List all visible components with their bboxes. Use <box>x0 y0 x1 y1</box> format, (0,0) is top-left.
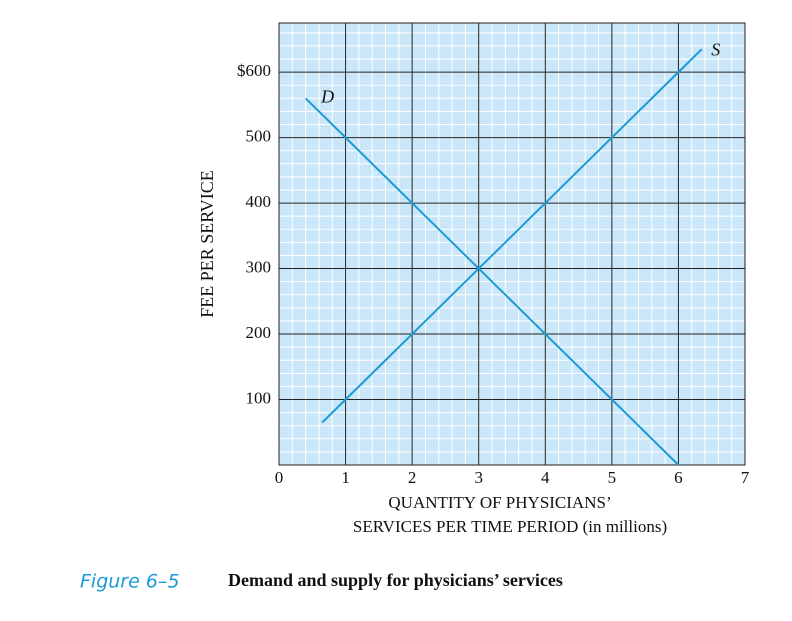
x-tick-label: 2 <box>408 468 417 487</box>
figure-label: Figure 6–5 <box>80 571 180 593</box>
x-tick-label: 6 <box>674 468 683 487</box>
x-axis-title: SERVICES PER TIME PERIOD (in millions) <box>353 517 667 536</box>
y-tick-label: 300 <box>246 257 272 276</box>
x-tick-label: 3 <box>474 468 483 487</box>
y-axis-title: FEE PER SERVICE <box>197 170 217 318</box>
x-tick-label: 1 <box>341 468 350 487</box>
y-tick-label: 100 <box>246 388 272 407</box>
y-tick-label: 200 <box>246 323 272 342</box>
x-tick-label: 4 <box>541 468 550 487</box>
y-tick-label: $600 <box>237 61 271 80</box>
plot-area <box>279 23 745 465</box>
x-tick-label: 0 <box>275 468 284 487</box>
series-line <box>321 48 703 424</box>
series-label: D <box>320 86 334 106</box>
x-axis-title: QUANTITY OF PHYSICIANS’ <box>388 493 611 512</box>
y-tick-label: 400 <box>246 192 272 211</box>
figure-caption: Demand and supply for physicians’ servic… <box>228 570 563 590</box>
x-tick-label: 7 <box>741 468 750 487</box>
y-tick-label: 500 <box>246 126 272 145</box>
series-label: S <box>711 39 720 59</box>
plot-border <box>278 22 746 466</box>
x-tick-label: 5 <box>608 468 617 487</box>
